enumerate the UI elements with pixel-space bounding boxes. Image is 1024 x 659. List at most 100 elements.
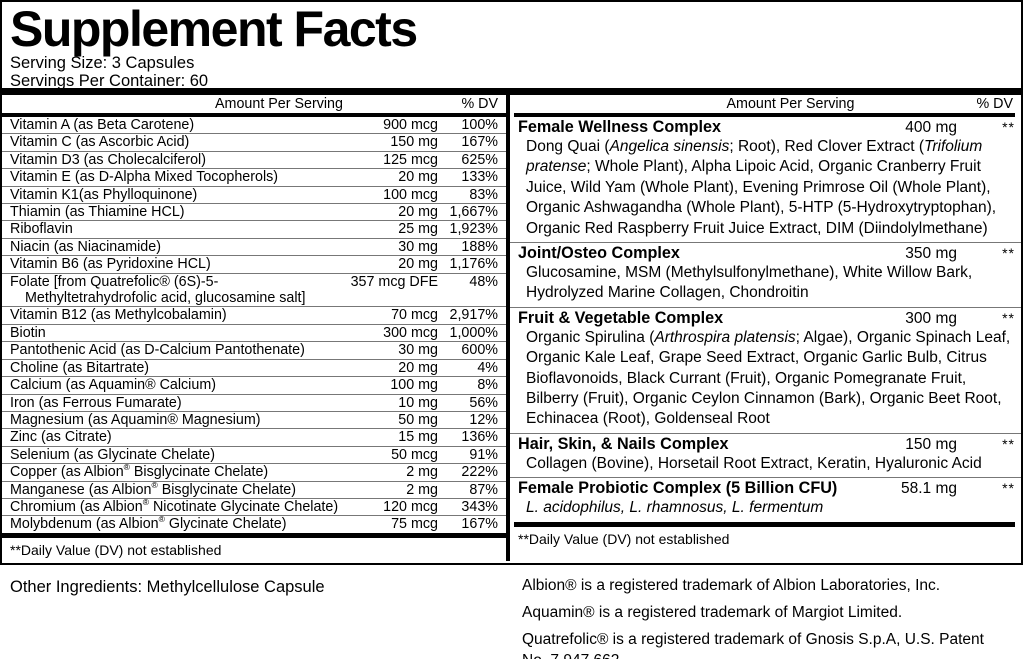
complex-name: Female Probiotic Complex (5 Billion CFU) — [518, 479, 838, 498]
row-name: Riboflavin — [10, 221, 73, 238]
complex-amount: 58.1 mg — [900, 480, 957, 498]
complex-dv: ** — [1002, 119, 1015, 135]
row-amount: 50 mcg — [391, 446, 438, 463]
row-dv: 48% — [469, 273, 498, 290]
complex-name: Joint/Osteo Complex — [518, 244, 680, 263]
label-columns: Amount Per Serving % DV Vitamin A (as Be… — [2, 95, 1021, 561]
row-amount: 30 mg — [398, 342, 438, 359]
complex-amount: 150 mg — [905, 435, 957, 453]
left-column-header: Amount Per Serving % DV — [2, 95, 506, 113]
row-dv: 100% — [461, 117, 498, 133]
complex-dv: ** — [1002, 480, 1015, 497]
complex-dv: ** — [1002, 309, 1015, 326]
right-footnote-bar — [514, 521, 1015, 527]
row-name: Calcium (as Aquamin® Calcium) — [10, 377, 216, 394]
row-amount: 150 mg — [390, 134, 438, 151]
complex-name: Female Wellness Complex — [518, 118, 722, 136]
table-row: Riboflavin 25 mg 1,923% — [2, 221, 506, 239]
row-amount: 100 mcg — [383, 186, 438, 203]
table-row: Molybdenum (as Albion® Glycinate Chelate… — [2, 515, 506, 532]
complex-dv: ** — [1002, 245, 1015, 262]
row-dv: 343% — [461, 498, 498, 515]
row-dv: 83% — [469, 186, 498, 203]
right-dv-header: % DV — [976, 96, 1013, 112]
row-amount: 2 mg — [406, 464, 438, 481]
right-amount-per-serving-header: Amount Per Serving — [726, 96, 855, 112]
table-row: Biotin 300 mcg 1,000% — [2, 324, 506, 343]
table-row: Vitamin E (as D-Alpha Mixed Tocopherols)… — [2, 169, 506, 187]
complex-ingredients: Glucosamine, MSM (Methylsulfonylmethane)… — [526, 264, 973, 302]
row-name: Niacin (as Niacinamide) — [10, 238, 161, 255]
complex-row: Female Wellness Complex 400 mg ** Dong Q… — [510, 117, 1021, 244]
complex-name: Fruit & Vegetable Complex — [518, 308, 724, 327]
row-amount: 15 mg — [398, 429, 438, 446]
row-amount: 2 mg — [406, 481, 438, 498]
row-name: Choline (as Bitartrate) — [10, 359, 150, 376]
row-dv: 133% — [461, 169, 498, 186]
complex-amount: 300 mg — [905, 309, 957, 327]
row-dv: 222% — [461, 464, 498, 481]
complex-row: Hair, Skin, & Nails Complex 150 mg ** Co… — [510, 434, 1021, 479]
row-name: Selenium (as Glycinate Chelate) — [10, 446, 216, 463]
page-title: Supplement Facts — [10, 1, 418, 57]
row-name: Chromium (as Albion® Nicotinate Glycinat… — [10, 497, 339, 515]
table-row: Vitamin A (as Beta Carotene) 900 mcg 100… — [2, 117, 506, 135]
trademark-line: Albion® is a registered trademark of Alb… — [522, 577, 941, 594]
complexes-column: Amount Per Serving % DV Female Wellness … — [510, 95, 1021, 561]
row-name: Vitamin B12 (as Methylcobalamin) — [10, 307, 227, 324]
complex-header: Hair, Skin, & Nails Complex 150 mg ** — [518, 435, 1017, 454]
complex-dv: ** — [1002, 435, 1015, 452]
complex-name: Hair, Skin, & Nails Complex — [518, 434, 729, 453]
row-name: Vitamin C (as Ascorbic Acid) — [10, 134, 190, 151]
row-amount: 20 mg — [398, 359, 438, 376]
row-dv: 600% — [461, 342, 498, 359]
row-dv: 1,923% — [449, 221, 499, 238]
right-header-bar — [514, 113, 1015, 117]
below-panel-area: Other Ingredients: Methylcellulose Capsu… — [0, 565, 1024, 659]
table-row: Choline (as Bitartrate) 20 mg 4% — [2, 359, 506, 378]
row-name: Biotin — [10, 324, 46, 341]
row-amount: 30 mg — [398, 238, 438, 255]
complex-header: Fruit & Vegetable Complex 300 mg ** — [518, 309, 1017, 328]
supplement-facts-panel: Supplement Facts Serving Size: 3 Capsule… — [0, 0, 1023, 565]
row-name: Manganese (as Albion® Bisglycinate Chela… — [10, 479, 297, 498]
row-amount: 900 mcg — [383, 117, 438, 133]
complex-row: Fruit & Vegetable Complex 300 mg ** Orga… — [510, 308, 1021, 434]
table-row: Magnesium (as Aquamin® Magnesium) 50 mg … — [2, 411, 506, 430]
other-ingredients: Other Ingredients: Methylcellulose Capsu… — [10, 578, 325, 596]
table-row: Chromium (as Albion® Nicotinate Glycinat… — [2, 497, 506, 517]
table-row: Vitamin K1(as Phylloquinone) 100 mcg 83% — [2, 186, 506, 205]
complex-ingredients: L. acidophilus, L. rhamnosus, L. ferment… — [526, 499, 824, 517]
row-amount: 100 mg — [390, 377, 438, 394]
nutrients-column: Amount Per Serving % DV Vitamin A (as Be… — [2, 95, 510, 561]
title-area: Supplement Facts Serving Size: 3 Capsule… — [2, 1, 1021, 90]
table-row: Manganese (as Albion® Bisglycinate Chela… — [2, 479, 506, 499]
row-dv: 625% — [461, 151, 498, 168]
row-name: Vitamin E (as D-Alpha Mixed Tocopherols) — [10, 169, 279, 186]
row-amount: 20 mg — [398, 169, 438, 186]
table-row: Vitamin B12 (as Methylcobalamin) 70 mcg … — [2, 307, 506, 325]
complex-row: Female Probiotic Complex (5 Billion CFU)… — [510, 478, 1021, 521]
row-amount: 125 mcg — [383, 151, 438, 168]
complex-ingredients: Collagen (Bovine), Horsetail Root Extrac… — [526, 454, 982, 472]
nutrient-table: Vitamin A (as Beta Carotene) 900 mcg 100… — [2, 117, 506, 533]
table-row: Zinc (as Citrate) 15 mg 136% — [2, 429, 506, 447]
table-row: Vitamin C (as Ascorbic Acid) 150 mg 167% — [2, 134, 506, 152]
right-column-header: Amount Per Serving % DV — [510, 95, 1021, 113]
row-name: Magnesium (as Aquamin® Magnesium) — [10, 411, 261, 428]
trademark-line: Quatrefolic® is a registered trademark o… — [522, 631, 984, 659]
row-name: Vitamin B6 (as Pyridoxine HCL) — [10, 256, 211, 273]
row-dv: 1,176% — [449, 256, 499, 273]
servings-per-container: Servings Per Container: 60 — [10, 71, 209, 90]
row-amount: 120 mcg — [383, 498, 438, 515]
row-name: Vitamin D3 (as Cholecalciferol) — [10, 151, 206, 168]
row-name: Folate [from Quatrefolic® (6S)-5- Methylt… — [10, 273, 306, 307]
row-amount: 10 mg — [398, 394, 438, 411]
complex-ingredients: Dong Quai (Angelica sinensis; Root), Red… — [526, 138, 997, 237]
left-dv-header: % DV — [461, 96, 498, 112]
divider-bar-top — [2, 88, 1021, 95]
table-row: Thiamin (as Thiamine HCL) 20 mg 1,667% — [2, 204, 506, 222]
complex-header: Female Wellness Complex 400 mg ** — [518, 118, 1017, 137]
trademark-line: Aquamin® is a registered trademark of Ma… — [522, 604, 903, 621]
left-header-bar — [2, 113, 506, 117]
